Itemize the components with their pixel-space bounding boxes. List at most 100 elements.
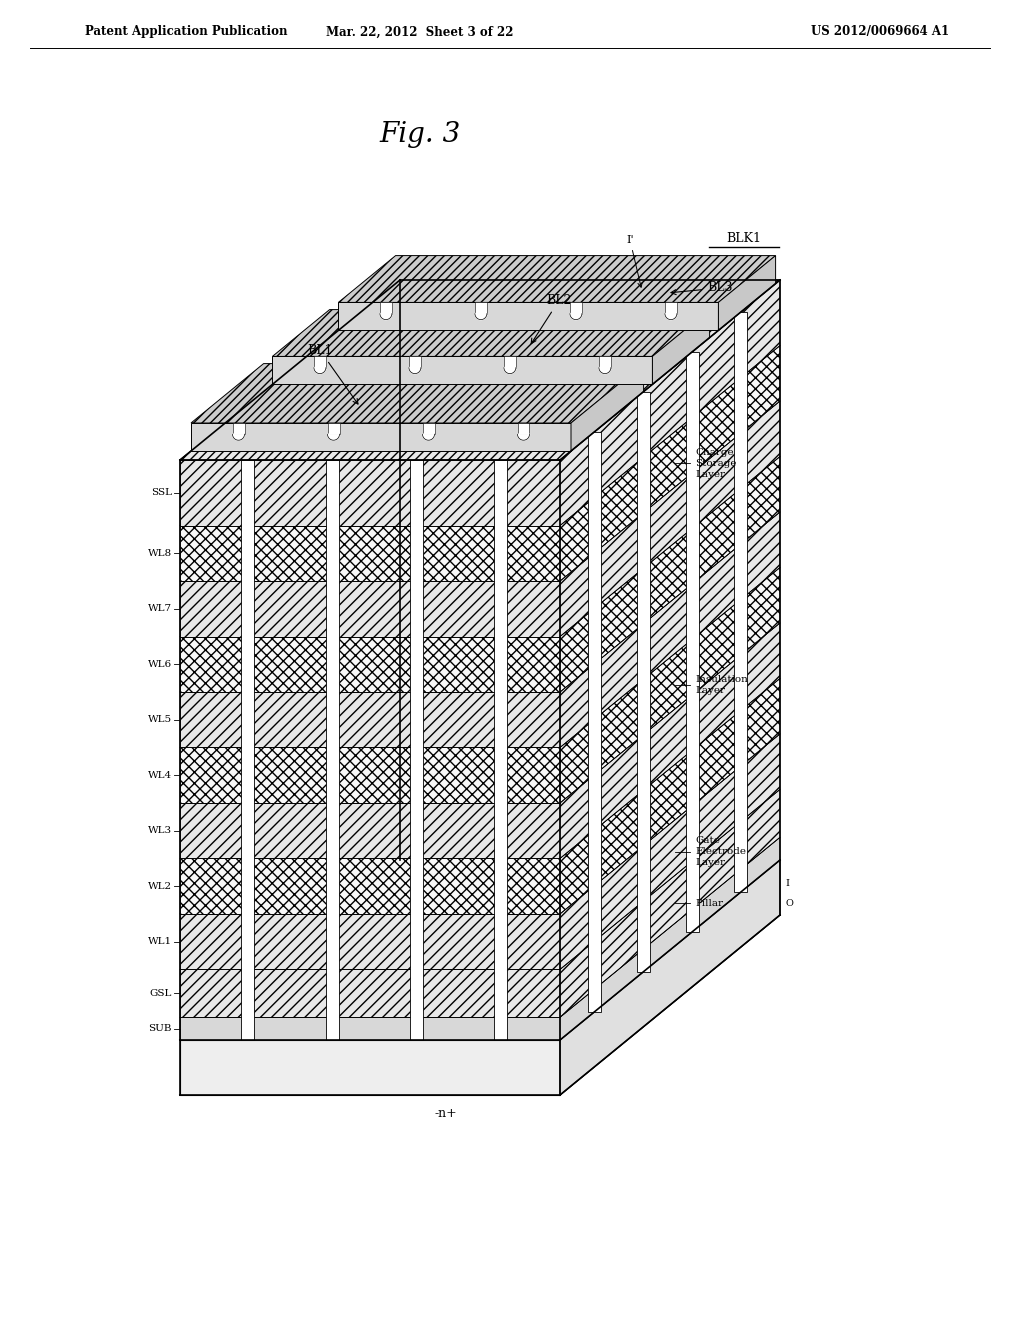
Text: Charge
Storage
Layer: Charge Storage Layer <box>695 447 736 479</box>
Polygon shape <box>180 459 560 525</box>
Text: WL4: WL4 <box>147 771 172 780</box>
Polygon shape <box>232 434 245 440</box>
Polygon shape <box>380 302 392 314</box>
Text: SSL: SSL <box>151 488 172 498</box>
Text: I: I <box>785 879 790 888</box>
Text: Fig. 3: Fig. 3 <box>379 121 461 149</box>
Polygon shape <box>180 525 560 581</box>
Text: Gate
Electrode
Layer: Gate Electrode Layer <box>695 836 746 867</box>
Polygon shape <box>180 581 560 636</box>
Text: Insulation
Layer: Insulation Layer <box>695 675 748 696</box>
Polygon shape <box>180 346 400 581</box>
Polygon shape <box>588 432 601 1012</box>
Polygon shape <box>328 422 340 434</box>
Polygon shape <box>719 256 775 330</box>
Polygon shape <box>180 280 400 525</box>
Polygon shape <box>338 302 719 330</box>
Polygon shape <box>314 356 326 367</box>
Text: GSL: GSL <box>150 989 172 998</box>
Text: I': I' <box>627 235 642 288</box>
Polygon shape <box>560 346 780 581</box>
Polygon shape <box>232 422 245 434</box>
Text: BL3: BL3 <box>671 281 732 294</box>
Text: WL5: WL5 <box>147 715 172 725</box>
Polygon shape <box>560 623 780 858</box>
Polygon shape <box>475 302 486 314</box>
Polygon shape <box>685 352 698 932</box>
Text: WL8: WL8 <box>147 549 172 558</box>
Polygon shape <box>180 280 780 459</box>
Polygon shape <box>410 459 423 1040</box>
Polygon shape <box>517 434 529 440</box>
Polygon shape <box>180 568 400 803</box>
Text: WL1: WL1 <box>147 937 172 946</box>
Polygon shape <box>180 1040 560 1096</box>
Polygon shape <box>326 459 339 1040</box>
Text: BL2: BL2 <box>531 294 571 343</box>
Polygon shape <box>571 363 644 451</box>
Polygon shape <box>560 512 780 747</box>
Polygon shape <box>272 310 710 356</box>
Polygon shape <box>241 459 254 1040</box>
Polygon shape <box>665 302 677 314</box>
Text: -n+: -n+ <box>434 1107 458 1119</box>
Polygon shape <box>409 356 421 367</box>
Text: BL1: BL1 <box>307 345 358 404</box>
Text: WL6: WL6 <box>147 660 172 669</box>
Polygon shape <box>180 734 400 969</box>
Polygon shape <box>180 623 400 858</box>
Polygon shape <box>180 915 780 1096</box>
Polygon shape <box>180 803 560 858</box>
Text: US 2012/0069664 A1: US 2012/0069664 A1 <box>811 25 949 38</box>
Polygon shape <box>423 434 434 440</box>
Polygon shape <box>180 789 400 1018</box>
Polygon shape <box>599 356 611 367</box>
Polygon shape <box>570 302 582 314</box>
Polygon shape <box>637 392 649 972</box>
Polygon shape <box>560 837 780 1040</box>
Polygon shape <box>180 457 400 692</box>
Text: BLK1: BLK1 <box>726 232 762 246</box>
Polygon shape <box>380 314 392 319</box>
Polygon shape <box>180 858 560 913</box>
Polygon shape <box>180 1018 560 1040</box>
Polygon shape <box>560 861 780 1096</box>
Polygon shape <box>652 310 710 384</box>
Polygon shape <box>180 692 560 747</box>
Text: Mar. 22, 2012  Sheet 3 of 22: Mar. 22, 2012 Sheet 3 of 22 <box>327 25 514 38</box>
Polygon shape <box>560 401 780 636</box>
Polygon shape <box>599 367 611 374</box>
Polygon shape <box>180 401 400 636</box>
Polygon shape <box>191 363 644 422</box>
Polygon shape <box>272 356 652 384</box>
Polygon shape <box>314 367 326 374</box>
Text: WL2: WL2 <box>147 882 172 891</box>
Polygon shape <box>570 314 582 319</box>
Polygon shape <box>180 678 400 913</box>
Polygon shape <box>560 734 780 969</box>
Text: Pillar: Pillar <box>695 899 723 908</box>
Polygon shape <box>495 459 507 1040</box>
Polygon shape <box>180 636 560 692</box>
Polygon shape <box>191 422 571 451</box>
Polygon shape <box>560 280 780 525</box>
Polygon shape <box>180 512 400 747</box>
Text: O: O <box>785 899 793 908</box>
Polygon shape <box>180 913 560 969</box>
Polygon shape <box>338 256 775 302</box>
Text: SUB: SUB <box>148 1024 172 1034</box>
Polygon shape <box>734 312 748 892</box>
Text: Patent Application Publication: Patent Application Publication <box>85 25 288 38</box>
Polygon shape <box>180 747 560 803</box>
Polygon shape <box>475 314 486 319</box>
Polygon shape <box>560 457 780 692</box>
Text: WL7: WL7 <box>147 605 172 614</box>
Polygon shape <box>560 568 780 803</box>
Polygon shape <box>517 422 529 434</box>
Polygon shape <box>328 434 340 440</box>
Polygon shape <box>504 367 516 374</box>
Polygon shape <box>560 789 780 1018</box>
Polygon shape <box>180 969 560 1018</box>
Polygon shape <box>180 837 400 1040</box>
Polygon shape <box>423 422 434 434</box>
